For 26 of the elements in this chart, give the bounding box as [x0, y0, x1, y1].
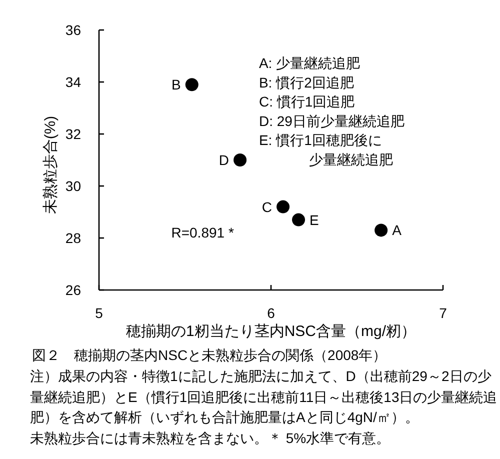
- point-label: E: [310, 212, 319, 228]
- y-tick-label: 34: [65, 74, 81, 90]
- point-label: D: [218, 152, 230, 168]
- y-tick-label: 36: [65, 22, 81, 38]
- annotation: 注）成果の内容・特徴1に記した施肥法に加えて、D（出穂前29～2日の少量継続追肥）とE（慣行1回追肥後に出穂前11日～出穂後13日の少量継続追肥）を含めて解析（いずれも合計施肥量はAと同じ4gN/㎡）。: [30, 367, 498, 427]
- point-label: A: [392, 222, 402, 238]
- x-tick-label: 5: [95, 305, 103, 321]
- annotation: C: 慣行1回追肥: [258, 94, 355, 110]
- x-tick-label: 7: [439, 305, 447, 321]
- point-label: C: [262, 198, 272, 215]
- x-axis-title: 穂揃期の1籾当たり茎内NSC含量（mg/籾）: [126, 322, 416, 340]
- annotation: A: 少量継続追肥: [258, 55, 360, 72]
- annotation: 少量継続追肥: [308, 152, 393, 168]
- annotation: 未熟粒歩合には青未熟粒を含まない。＊ 5%水準で有意。: [30, 428, 392, 448]
- title: 図２ 穂揃期の茎内NSCと未熟粒歩合の関係（2008年）: [32, 346, 388, 365]
- y-tick-label: 30: [65, 178, 81, 194]
- y-tick-label: 28: [65, 230, 81, 246]
- annotation: E: 慣行1回穂肥後に: [258, 132, 382, 148]
- y-tick-label: 32: [65, 126, 81, 142]
- annotation: D: 29日前少量継続追肥: [258, 112, 404, 129]
- annotation: R=0.891 *: [171, 224, 234, 240]
- x-tick-label: 6: [267, 305, 275, 321]
- annotation: B: 慣行2回追肥: [258, 74, 354, 90]
- y-axis-title: 未熟粒歩合(%): [42, 116, 58, 214]
- y-tick-label: 26: [65, 282, 81, 298]
- point-label: B: [172, 76, 181, 93]
